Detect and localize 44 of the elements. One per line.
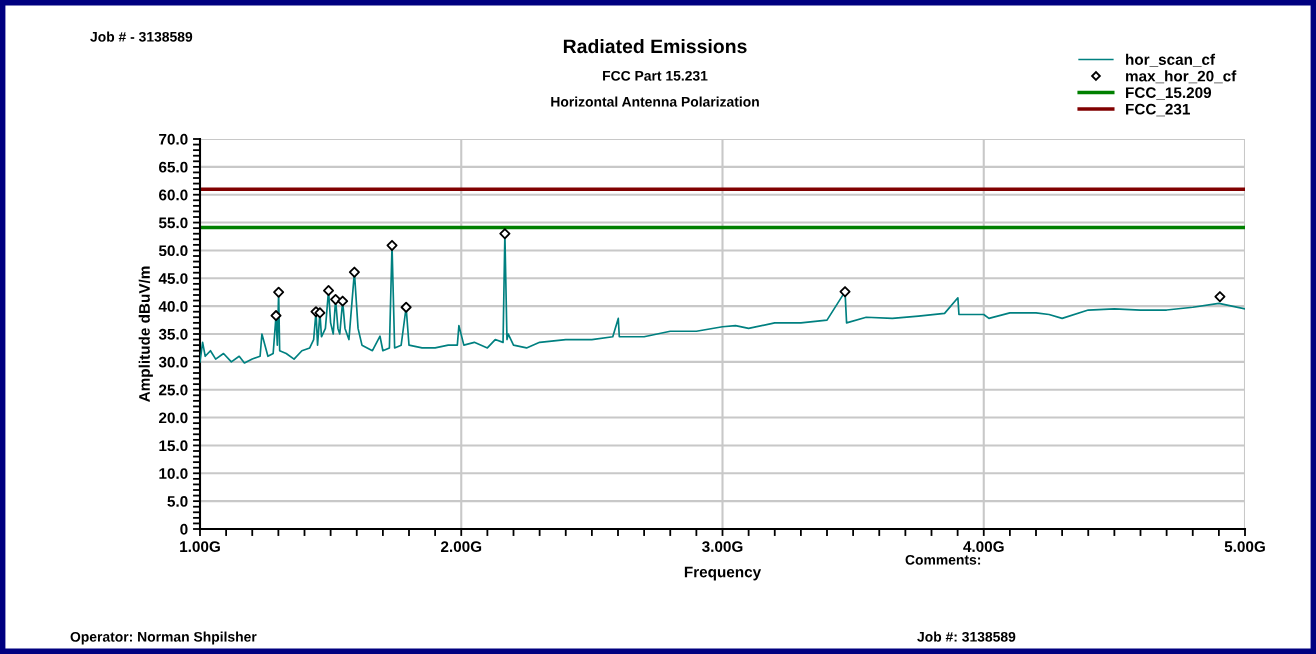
point: [270, 310, 282, 322]
y-tick-label: 10.0: [159, 468, 188, 479]
y-tick-label: 35.0: [158, 328, 188, 340]
point: [348, 266, 360, 278]
y-tick-label: 60.0: [159, 189, 188, 201]
text: Job # - 3138589: [90, 31, 193, 42]
point: [323, 285, 335, 297]
y-tick-label: 15.0: [159, 440, 188, 452]
x-axis-title: Frequency: [684, 566, 762, 581]
chart-subtitle: FCC Part 15.231: [603, 70, 708, 81]
x-tick-label: 5.00G: [1224, 541, 1265, 553]
x-tick-label: 2.00G: [440, 541, 482, 553]
point: [839, 286, 851, 298]
y-tick-label: 0: [180, 523, 188, 535]
point: [1214, 291, 1226, 303]
x-tick-label: 1.00G: [180, 541, 220, 553]
y-tick-label: 20.0: [158, 412, 188, 424]
y-tick-label: 30.0: [158, 356, 188, 368]
point: [386, 239, 398, 251]
text: Operator: Norman Shpilsher: [70, 631, 257, 645]
y-tick-label: 70.0: [159, 133, 188, 145]
point: [400, 301, 412, 313]
legend-label: FCC_15.209: [1126, 87, 1212, 100]
legend-label: hor_scan_cf: [1126, 53, 1216, 67]
y-tick-label: 50.0: [158, 245, 188, 257]
chart-title: Radiated Emissions: [563, 38, 747, 54]
y-tick-label: 25.0: [158, 384, 188, 396]
y-tick-label: 55.0: [158, 217, 188, 229]
point: [337, 295, 349, 307]
point: [314, 307, 326, 319]
text: Horizontal Antenna Polarization: [551, 96, 759, 107]
text: Job #: 3138589: [917, 631, 1016, 642]
text: Comments:: [905, 554, 981, 565]
point: [499, 228, 511, 240]
legend-label: max_hor_20_cf: [1126, 70, 1237, 84]
x-tick-label: 4.00G: [963, 541, 1004, 553]
legend-label: FCC_231: [1126, 103, 1190, 117]
x-tick-label: 3.00G: [702, 541, 743, 553]
point: [273, 286, 285, 298]
y-tick-label: 5.0: [167, 496, 188, 507]
y-tick-label: 40.0: [158, 301, 188, 312]
y-tick-label: 45.0: [158, 273, 188, 284]
y-tick-label: 65.0: [159, 161, 188, 173]
y-axis-title: Amplitude dBuV/m: [138, 266, 153, 402]
